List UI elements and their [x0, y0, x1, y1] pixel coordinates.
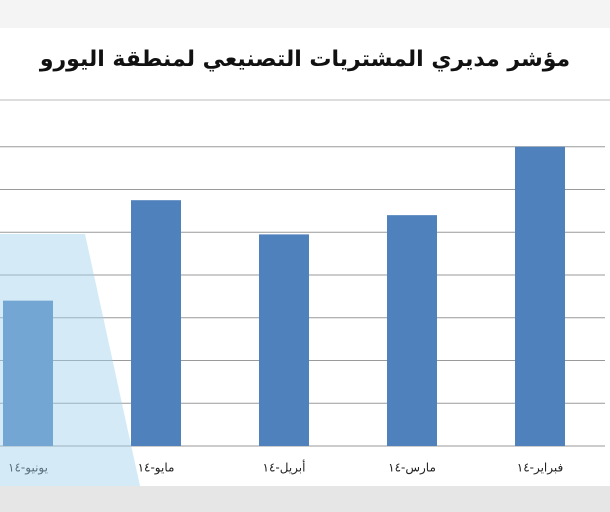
bar	[515, 146, 565, 446]
bar	[131, 200, 181, 446]
x-tick-label: مايو-١٤	[138, 461, 175, 476]
overlay-decoration	[0, 234, 140, 486]
top-band	[0, 0, 610, 28]
x-tick-label: أبريل-١٤	[263, 460, 306, 476]
x-tick-label: مارس-١٤	[388, 461, 436, 476]
bar	[3, 300, 53, 446]
bottom-band	[0, 486, 610, 512]
plot-area: فبراير-١٤ مارس-١٤ أبريل-١٤ مايو-١٤ يونيو-١٤	[0, 146, 605, 476]
x-tick-label: يونيو-١٤	[8, 461, 48, 476]
bar	[387, 215, 437, 446]
bar	[259, 234, 309, 446]
chart-title: مؤشر مديري المشتريات التصنيعي لمنطقة الي…	[39, 47, 570, 72]
x-tick-label: فبراير-١٤	[517, 461, 564, 476]
